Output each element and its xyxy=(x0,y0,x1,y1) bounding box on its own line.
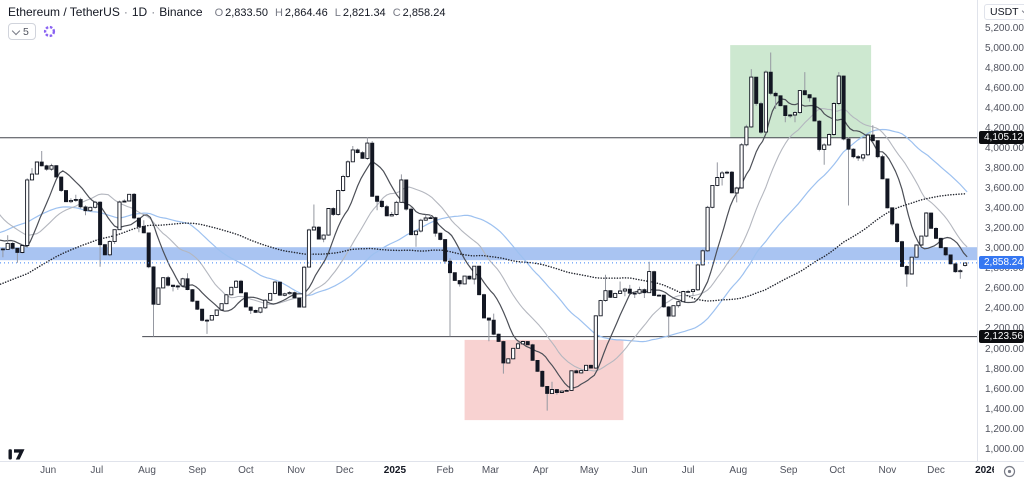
price-tick-label: 5,000.00 xyxy=(985,42,1024,54)
time-tick-label: Aug xyxy=(729,465,748,476)
time-tick-label: Apr xyxy=(532,465,549,476)
time-scale[interactable]: Jun Jul Aug Sep Oct Nov Dec 2025 Feb Mar Apr May Jun… xyxy=(0,461,994,480)
candles-up-layer xyxy=(5,71,968,395)
time-tick-label: Nov xyxy=(878,465,897,476)
time-tick-label: 2025 xyxy=(383,465,407,476)
time-tick-label: Jul xyxy=(90,465,104,476)
price-tick-label: 3,000.00 xyxy=(985,243,1024,255)
ma-line-200 xyxy=(0,192,968,302)
object-count: 5 xyxy=(23,25,29,38)
ma-line-21 xyxy=(0,98,968,389)
time-tick-label: Jun xyxy=(40,465,57,476)
time-tick-label: Oct xyxy=(829,465,845,476)
price-tick-label: 1,400.00 xyxy=(985,403,1024,415)
time-tick-label: May xyxy=(579,465,599,476)
price-tick-label: 4,000.00 xyxy=(985,142,1024,154)
price-tick-label: 5,200.00 xyxy=(985,22,1024,34)
time-tick-label: Sep xyxy=(188,465,207,476)
price-tick-label: 1,800.00 xyxy=(985,363,1024,375)
price-tick-label: 3,400.00 xyxy=(985,203,1024,214)
price-tick-label: 3,600.00 xyxy=(985,183,1024,194)
time-tick-label: Aug xyxy=(138,465,156,476)
currency-dropdown[interactable]: USDT xyxy=(984,4,1024,20)
time-tick-label: Dec xyxy=(335,465,354,476)
time-tick-label: Jun xyxy=(631,465,648,476)
object-tree-chip[interactable]: 5 xyxy=(8,23,36,40)
time-tick-label: 2026 xyxy=(975,465,994,476)
price-scale[interactable]: USDT 5,200.00 5,000.00 4,800.00 4,600.00 4,4… xyxy=(977,0,1024,461)
currency-label: USDT xyxy=(990,6,1019,18)
time-tick-label: Feb xyxy=(436,465,454,476)
price-tick-label: 3,800.00 xyxy=(985,162,1024,174)
line-price-badge: 2,123.56 xyxy=(979,330,1024,344)
line-price-badge: 4,105.12 xyxy=(979,131,1024,145)
price-tick-label: 2,000.00 xyxy=(985,343,1024,355)
price-tick-label: 4,800.00 xyxy=(985,62,1024,74)
price-tick-label: 2,400.00 xyxy=(985,303,1024,315)
ma-line-50 xyxy=(0,107,968,372)
price-tick-label: 2,200.00 xyxy=(985,323,1024,335)
time-tick-label: Nov xyxy=(287,465,305,476)
time-tick-label: Jul xyxy=(681,465,695,476)
tradingview-logo[interactable] xyxy=(8,447,25,465)
price-tick-label: 1,000.00 xyxy=(985,443,1024,455)
last-price-badge: 2,858.24 xyxy=(979,256,1024,270)
time-tick-label: Dec xyxy=(927,465,945,476)
price-tick-label: 4,200.00 xyxy=(985,122,1024,134)
price-tick-label: 3,200.00 xyxy=(985,223,1024,235)
ma-line-100 xyxy=(0,128,968,343)
price-tick-label: 4,400.00 xyxy=(985,102,1024,114)
price-tick-label: 4,600.00 xyxy=(985,82,1024,94)
time-tick-label: Sep xyxy=(779,465,798,476)
time-axis-settings-icon[interactable] xyxy=(1003,465,1016,478)
price-tick-label: 1,200.00 xyxy=(985,423,1024,435)
time-tick-label: Oct xyxy=(238,465,254,476)
chart-canvas[interactable] xyxy=(0,0,977,461)
price-tick-label: 1,600.00 xyxy=(985,383,1024,395)
candles-down-layer xyxy=(0,71,958,394)
axis-corner xyxy=(994,461,1024,480)
time-tick-label: Mar xyxy=(481,465,500,476)
price-tick-label: 2,600.00 xyxy=(985,283,1024,295)
chevron-down-icon xyxy=(11,26,21,35)
